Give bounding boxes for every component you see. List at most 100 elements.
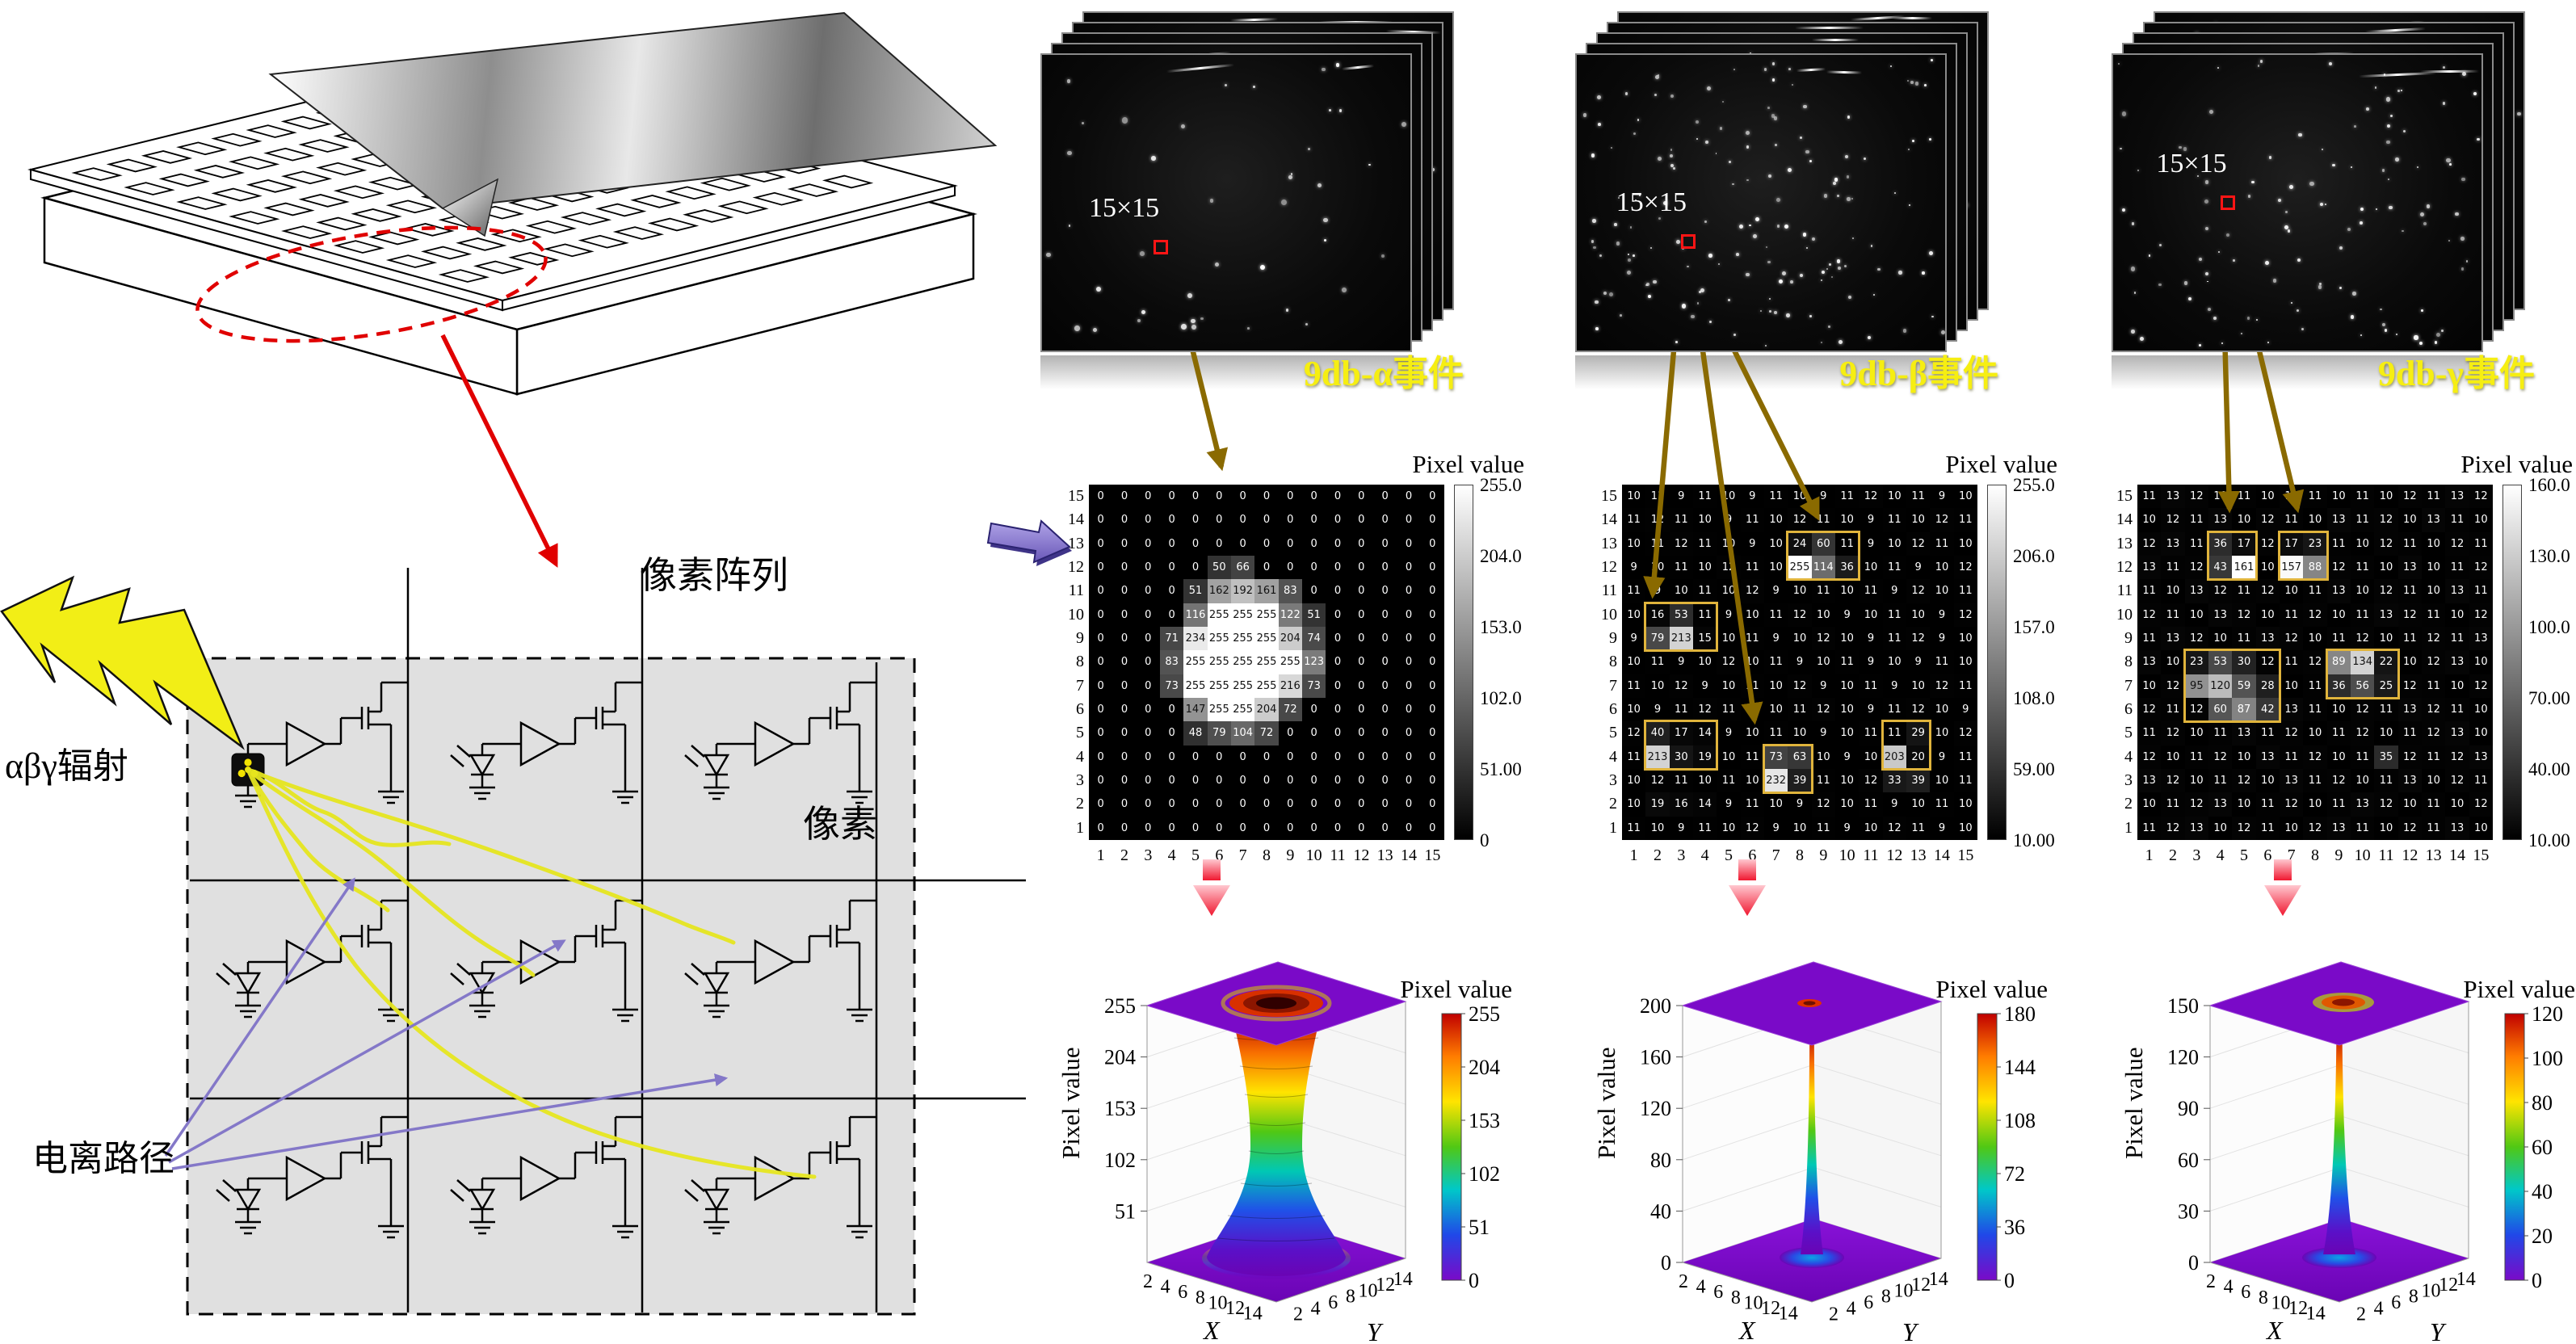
matrix-cell: 12 [2351, 721, 2375, 746]
matrix-cell: 9 [1717, 603, 1741, 627]
event-dot [1336, 63, 1340, 67]
colorbar-tick: 108.0 [2013, 688, 2055, 708]
row-label: 8 [2124, 653, 2133, 671]
event-dot [1323, 217, 1328, 222]
matrix-cell: 0 [1160, 531, 1184, 556]
matrix-cell: 10 [2255, 769, 2280, 793]
matrix-cell: 0 [1183, 556, 1208, 580]
matrix-cell: 0 [1302, 721, 1326, 746]
matrix-cell: 60 [2208, 698, 2233, 722]
event-dot [1074, 326, 1080, 331]
matrix-cell: 11 [2422, 792, 2446, 817]
matrix-cell: 11 [1669, 556, 1693, 580]
event-dot [1616, 242, 1620, 246]
event-dot [2187, 297, 2191, 301]
matrix-cell: 10 [2445, 674, 2469, 698]
event-dot [2131, 330, 2136, 334]
svg-text:4: 4 [1311, 1298, 1321, 1319]
matrix-cell: 120 [2208, 674, 2233, 698]
event-dot [2291, 301, 2293, 304]
event-dot [1676, 240, 1681, 245]
matrix-cell: 11 [2422, 745, 2446, 769]
matrix-cell: 0 [1207, 508, 1231, 532]
matrix-cell: 73 [1302, 674, 1326, 698]
event-dot [2366, 107, 2370, 111]
matrix-cell: 10 [2469, 721, 2493, 746]
matrix-cell: 73 [1764, 745, 1788, 769]
event-dot [1910, 81, 1914, 84]
matrix-cell: 11 [1788, 698, 1812, 722]
col-label: 15 [1424, 846, 1441, 864]
matrix-cell: 13 [2445, 721, 2469, 746]
matrix-cell: 13 [2184, 816, 2208, 840]
event-dot [2183, 147, 2187, 151]
matrix-cell: 10 [1717, 579, 1741, 603]
event-dot [2206, 280, 2208, 283]
matrix-cell: 9 [1811, 721, 1835, 746]
event-dot [1595, 300, 1599, 304]
colorbar-tick: 100.0 [2528, 617, 2570, 637]
matrix-cell: 0 [1160, 485, 1184, 509]
event-dot [1649, 246, 1652, 249]
matrix-cell: 255 [1254, 650, 1279, 674]
event-dot [1760, 310, 1763, 313]
svg-text:120: 120 [2167, 1046, 2199, 1069]
matrix-cell: 0 [1349, 531, 1373, 556]
matrix-cell: 11 [2137, 579, 2162, 603]
matrix-cell: 0 [1302, 698, 1326, 722]
matrix-cell: 0 [1326, 531, 1350, 556]
matrix-cell: 28 [2255, 674, 2280, 698]
event-dot [1628, 258, 1632, 262]
matrix-cell: 0 [1302, 579, 1326, 603]
matrix-cell: 0 [1397, 745, 1421, 769]
matrix-cell: 123 [1302, 650, 1326, 674]
event-dot [1122, 117, 1128, 124]
event-dot [1930, 59, 1933, 62]
event-dot [1628, 254, 1630, 256]
matrix-cell: 0 [1160, 603, 1184, 627]
matrix-cell: 10 [1693, 556, 1717, 580]
matrix-cell: 10 [1622, 650, 1646, 674]
colorbar-tick: 102.0 [1480, 688, 1522, 708]
event-dot [2221, 342, 2223, 344]
matrix-cell: 0 [1136, 603, 1160, 627]
matrix-cell: 11 [1764, 721, 1788, 746]
matrix-cell: 13 [2161, 485, 2185, 509]
matrix-cell: 12 [2184, 627, 2208, 651]
row-label: 13 [1068, 534, 1084, 552]
event-dot [2264, 260, 2269, 265]
matrix-cell: 10 [2469, 698, 2493, 722]
event-dot [1868, 335, 1872, 340]
matrix-cell: 0 [1326, 603, 1350, 627]
col-label: 6 [1215, 846, 1224, 864]
roi-box [1154, 240, 1168, 255]
matrix-cell: 10 [1764, 508, 1788, 532]
matrix-cell: 9 [1717, 721, 1741, 746]
event-dot [2423, 221, 2427, 225]
event-dot [1691, 314, 1696, 319]
matrix-cell: 10 [1788, 579, 1812, 603]
matrix-cell: 11 [2161, 698, 2185, 722]
matrix-cell: 0 [1373, 508, 1397, 532]
matrix-cell: 0 [1302, 556, 1326, 580]
svg-text:14: 14 [1779, 1304, 1798, 1325]
row-label: 11 [1068, 582, 1084, 600]
matrix-cell: 23 [2303, 531, 2327, 556]
col-label: 3 [1677, 846, 1686, 864]
frames: 15×15 [1040, 5, 1501, 397]
event-dot [2256, 318, 2259, 321]
matrix-cell: 10 [1882, 531, 1906, 556]
svg-text:6: 6 [1864, 1292, 1873, 1313]
event-dot [1681, 304, 1686, 309]
event-dot [2397, 89, 2400, 92]
matrix-cell: 29 [1906, 721, 1931, 746]
matrix-cell: 9 [1764, 579, 1788, 603]
matrix-cell: 10 [1645, 816, 1670, 840]
matrix-cell: 10 [2184, 721, 2208, 746]
matrix-cell: 12 [2397, 745, 2422, 769]
matrix-cell: 10 [1835, 508, 1860, 532]
matrix-cell: 10 [1740, 769, 1764, 793]
svg-text:8: 8 [2259, 1287, 2268, 1308]
matrix-cell: 11 [2397, 579, 2422, 603]
